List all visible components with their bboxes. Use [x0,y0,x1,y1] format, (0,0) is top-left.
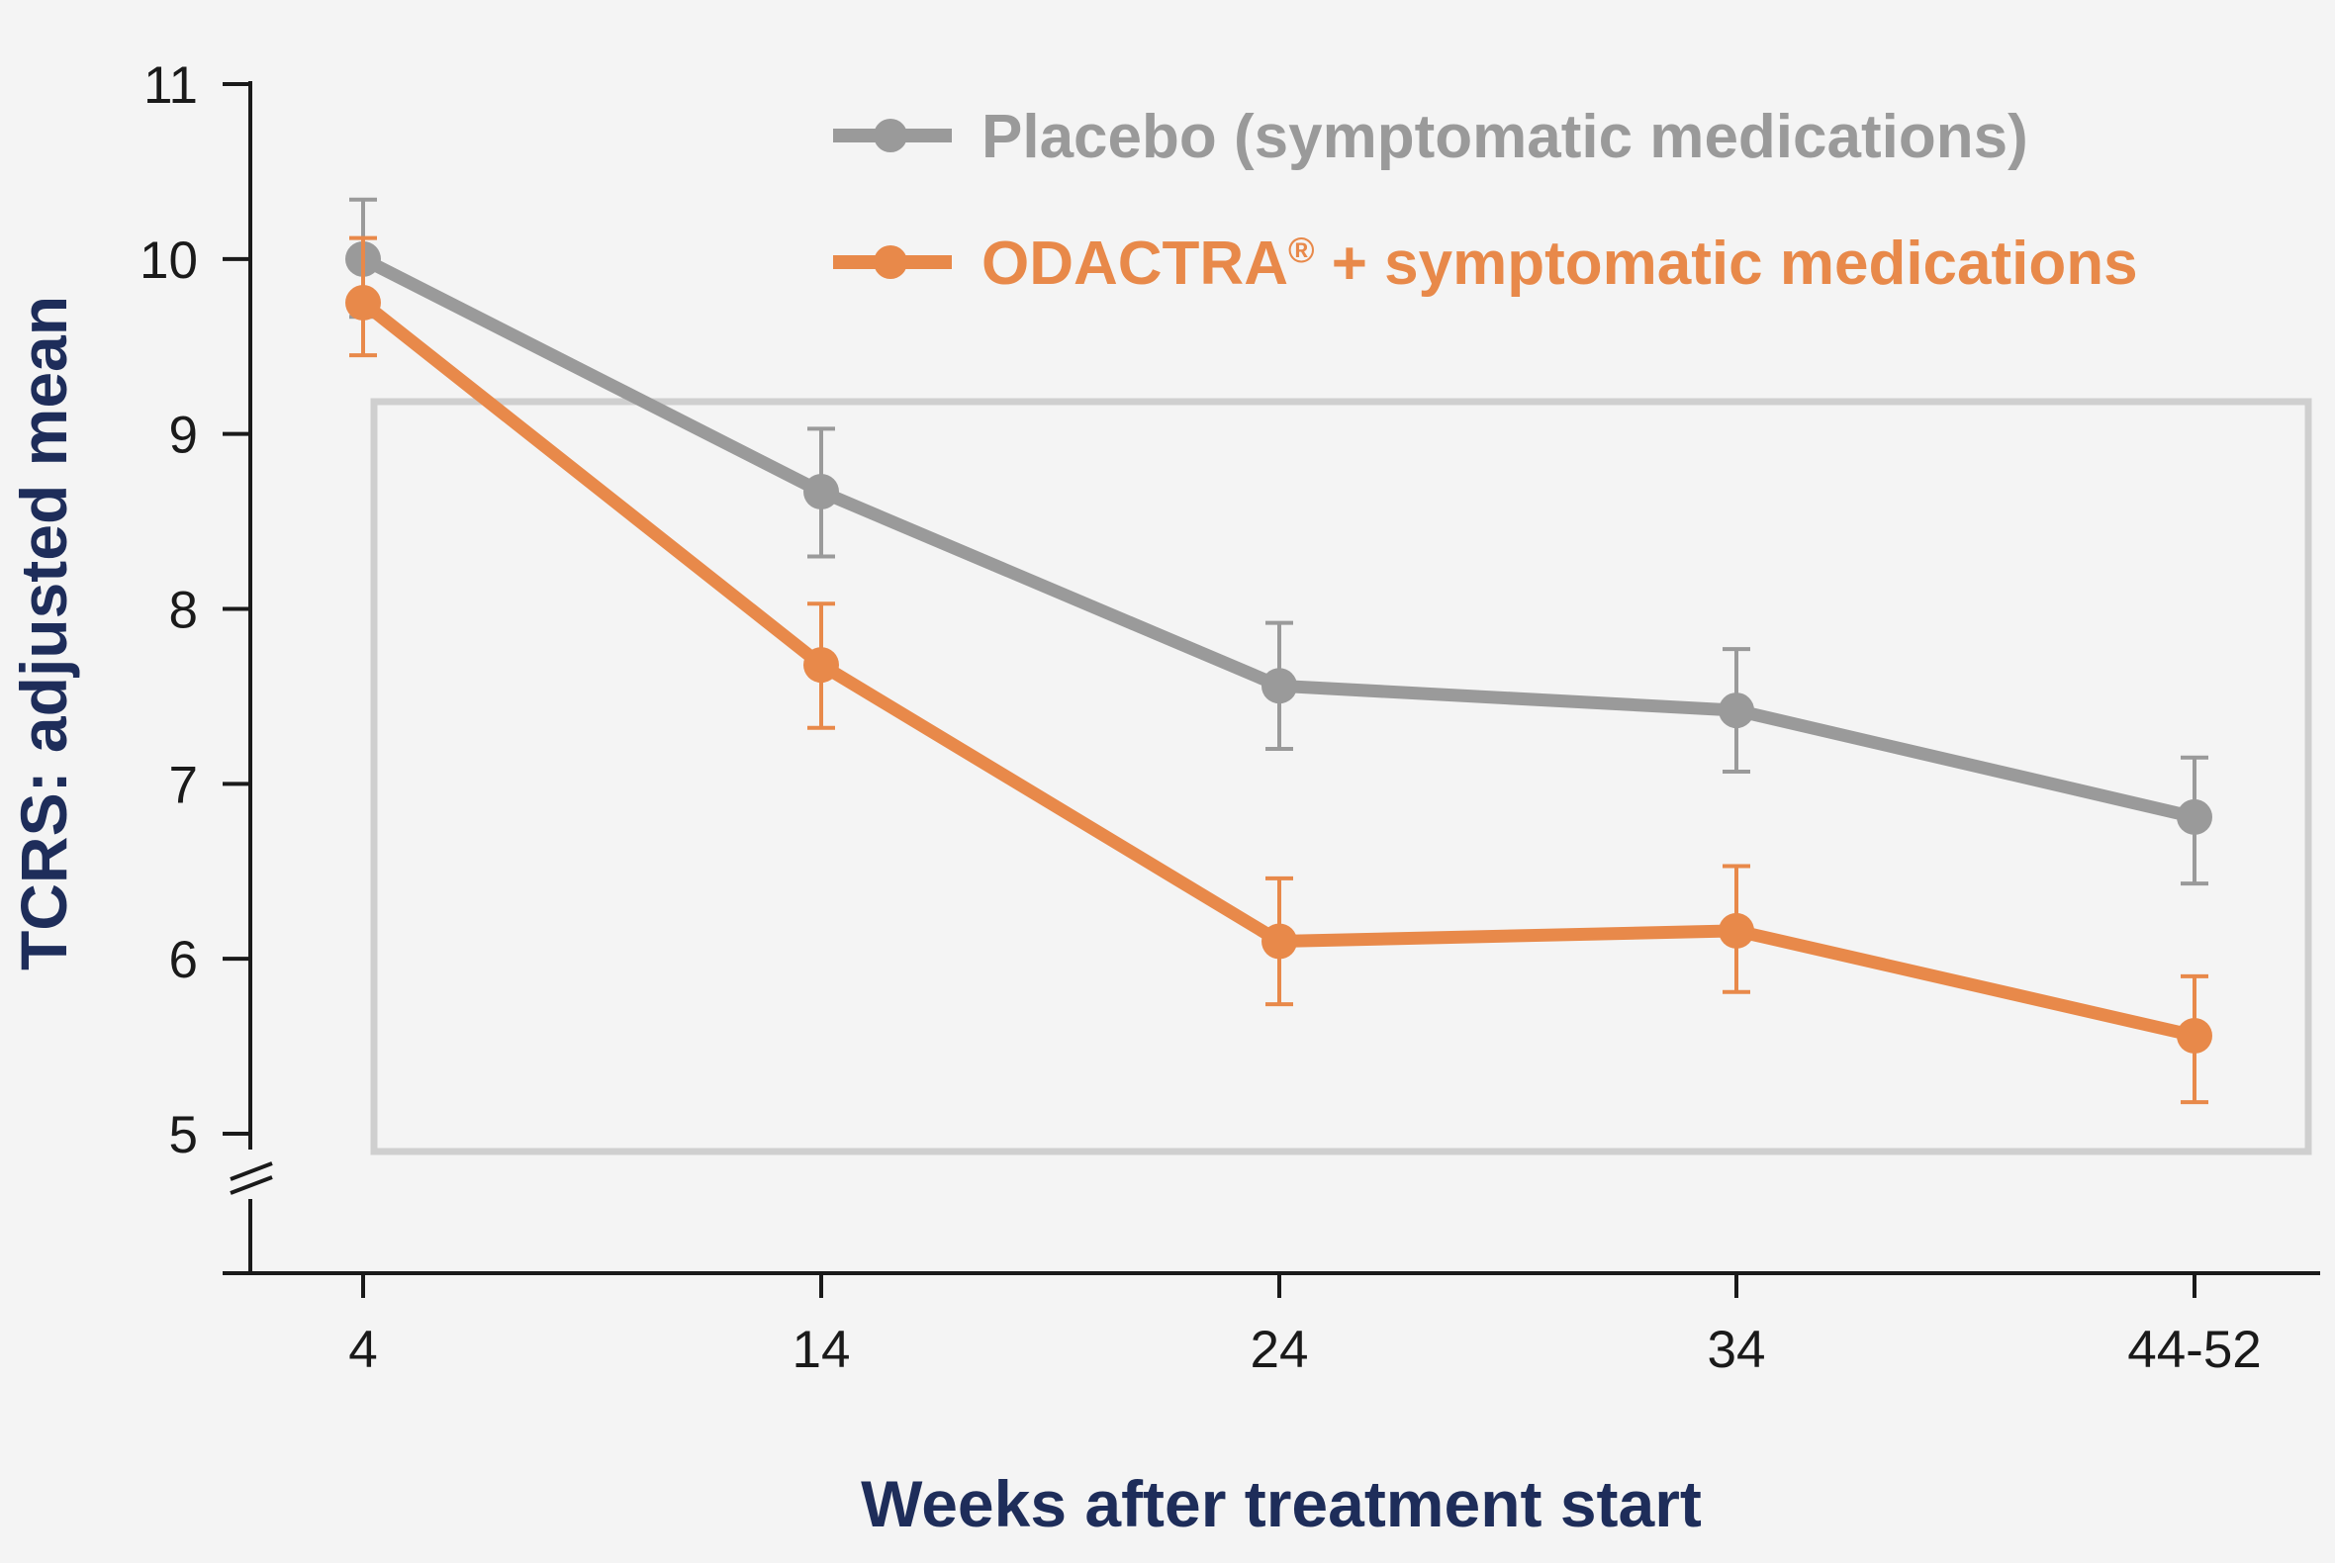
data-point [1261,668,1297,704]
x-tick-label: 34 [1708,1321,1766,1379]
data-point [1261,923,1297,960]
y-tick-label: 9 [169,407,198,465]
data-point [2177,798,2212,835]
y-tick-label: 5 [169,1106,198,1164]
axis-break-mark [230,1161,273,1181]
legend-marker-odactra [874,245,907,279]
data-point [2177,1017,2212,1054]
legend-label-odactra: ODACTRA® + symptomatic medications [981,230,2138,298]
y-tick-label: 10 [140,231,198,290]
axis-break-mark [230,1175,273,1195]
x-tick-label: 44-52 [2127,1321,2262,1379]
x-tick-label: 14 [793,1321,851,1379]
y-tick-label: 11 [143,56,198,115]
y-tick-label: 7 [169,756,198,814]
y-axis-title: TCRS: adjusted mean [7,296,80,970]
legend-registered-mark: ® [1288,230,1315,270]
series-odactra [345,235,2212,1105]
data-point [803,474,839,510]
legend-marker-placebo [874,119,907,152]
legend-label-odactra-suffix: + symptomatic medications [1315,230,2138,298]
legend: Placebo (symptomatic medications) ODACTR… [833,103,2138,298]
y-tick-label: 6 [169,931,198,989]
data-point [1719,912,1754,949]
highlight-box [370,398,2312,1155]
data-point [1719,692,1754,729]
x-tick-label: 4 [348,1321,377,1379]
x-axis-title: Weeks after treatment start [861,1467,1702,1540]
x-tick-label: 24 [1251,1321,1309,1379]
y-tick-label: 8 [169,582,198,640]
legend-label-odactra-main: ODACTRA [981,230,1288,298]
data-point [803,647,839,684]
series-placebo [345,197,2212,886]
legend-label-placebo: Placebo (symptomatic medications) [981,103,2028,171]
legend-label-placebo-text: Placebo (symptomatic medications) [981,103,2028,171]
data-point [345,285,381,322]
